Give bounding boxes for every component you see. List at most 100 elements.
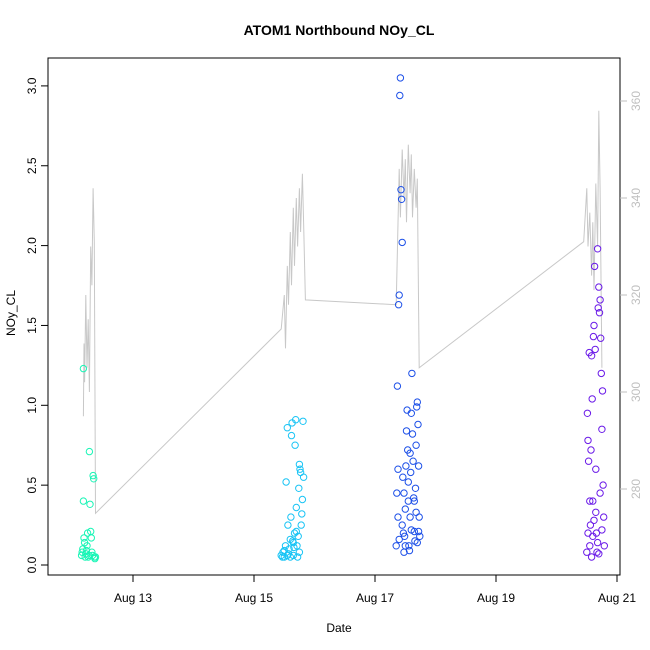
data-point-flight1 xyxy=(86,500,94,508)
data-point-flight3 xyxy=(398,238,406,247)
data-point-flight2 xyxy=(292,416,300,424)
right-axis-series-line xyxy=(82,110,603,515)
data-point-flight4 xyxy=(583,548,591,556)
x-tick-label: Aug 15 xyxy=(235,591,273,605)
data-point-flight3 xyxy=(398,521,406,529)
data-point-flight3 xyxy=(396,74,405,82)
data-point-flight2 xyxy=(297,521,305,529)
data-point-flight3 xyxy=(407,468,415,477)
data-point-flight4 xyxy=(595,550,603,558)
data-point-flight1 xyxy=(79,364,88,373)
data-point-flight3 xyxy=(401,542,409,550)
y-tick-label-left: 1.0 xyxy=(25,397,39,414)
data-point-flight2 xyxy=(295,548,304,556)
data-point-flight3 xyxy=(397,195,406,204)
data-point-flight4 xyxy=(592,508,600,516)
data-point-flight4 xyxy=(598,526,606,534)
data-point-flight2 xyxy=(287,431,296,440)
data-point-flight4 xyxy=(593,245,602,253)
data-point-flight4 xyxy=(590,262,599,271)
data-point-flight2 xyxy=(292,527,300,536)
y-tick-label-right: 280 xyxy=(629,479,643,499)
data-point-flight2 xyxy=(283,424,291,432)
data-point-flight3 xyxy=(410,497,418,505)
y-tick-label-right: 300 xyxy=(629,382,643,402)
data-point-flight2 xyxy=(282,478,290,486)
data-point-flight4 xyxy=(584,457,593,465)
data-point-flight4 xyxy=(587,553,596,561)
data-point-flight4 xyxy=(586,497,594,505)
data-point-flight4 xyxy=(596,296,604,304)
data-point-flight1 xyxy=(91,553,100,561)
data-point-flight3 xyxy=(413,538,421,547)
data-point-flight3 xyxy=(413,403,421,411)
data-point-flight4 xyxy=(589,497,597,505)
data-point-flight4 xyxy=(593,538,602,547)
data-point-flight3 xyxy=(393,382,402,390)
data-point-flight4 xyxy=(590,321,598,330)
data-point-flight3 xyxy=(412,441,420,449)
axes: Aug 13 Aug 15 Aug 17 Aug 19 Aug 21 0.0 0.5 1.0 1… xyxy=(25,57,643,605)
data-point-flight3 xyxy=(408,430,417,438)
data-point-flight4 xyxy=(587,352,596,360)
y-axis-label: NOy_CL xyxy=(4,290,18,336)
data-point-flight4 xyxy=(586,521,595,529)
data-point-flight3 xyxy=(406,513,414,521)
data-point-flight4 xyxy=(584,436,592,445)
data-point-flight3 xyxy=(400,489,408,497)
data-point-flight3 xyxy=(416,532,424,540)
data-point-flight3 xyxy=(414,420,422,429)
data-point-flight2 xyxy=(291,441,299,449)
data-point-flight2 xyxy=(295,460,304,469)
data-point-flight1 xyxy=(80,534,88,542)
data-point-flight3 xyxy=(404,478,412,486)
data-point-flight1 xyxy=(90,475,98,483)
data-point-flight4 xyxy=(594,304,602,312)
data-point-flight4 xyxy=(590,516,598,524)
data-point-flight4 xyxy=(600,513,608,521)
data-point-flight2 xyxy=(295,484,303,492)
data-point-flight1 xyxy=(89,471,97,480)
data-point-flight4 xyxy=(587,446,595,454)
data-point-flight4 xyxy=(584,529,592,537)
data-point-flight3 xyxy=(394,513,402,521)
data-point-flight2 xyxy=(298,495,307,504)
data-point-flight4 xyxy=(597,334,605,342)
data-point-flight3 xyxy=(396,91,404,100)
data-point-flight2 xyxy=(296,465,304,473)
data-point-flight1 xyxy=(85,447,94,456)
y-tick-label-left: 0.5 xyxy=(25,476,39,493)
data-point-flight3 xyxy=(410,494,418,502)
y-tick-label-left: 3.0 xyxy=(25,77,39,94)
data-point-flight3 xyxy=(403,406,411,414)
data-point-flight2 xyxy=(292,503,300,512)
y-tick-label-right: 320 xyxy=(629,285,643,305)
data-point-flight3 xyxy=(405,546,414,555)
data-point-flight4 xyxy=(595,309,604,317)
x-tick-label: Aug 13 xyxy=(114,591,152,605)
y-tick-label-left: 1.5 xyxy=(25,317,39,334)
data-point-flight4 xyxy=(598,387,607,395)
data-point-flight3 xyxy=(395,291,403,299)
data-point-flight3 xyxy=(392,542,400,550)
data-point-flight3 xyxy=(402,462,410,470)
data-point-flight2 xyxy=(287,513,295,521)
data-point-flight3 xyxy=(397,186,405,194)
x-axis-label: Date xyxy=(326,621,352,635)
data-point-flight4 xyxy=(586,542,594,550)
x-tick-label: Aug 19 xyxy=(477,591,515,605)
data-point-flight4 xyxy=(598,425,606,433)
data-point-flight3 xyxy=(399,473,407,481)
data-point-flight4 xyxy=(595,283,603,291)
data-point-flight4 xyxy=(600,542,608,550)
data-point-flight3 xyxy=(411,484,420,492)
data-point-flight2 xyxy=(299,473,308,481)
data-point-flight1 xyxy=(87,534,96,542)
data-point-flight1 xyxy=(83,542,91,550)
data-point-flight2 xyxy=(278,553,287,561)
plot-area xyxy=(77,74,608,563)
plot-frame xyxy=(47,57,621,576)
data-point-flight2 xyxy=(289,538,297,547)
x-tick-label: Aug 21 xyxy=(598,591,636,605)
